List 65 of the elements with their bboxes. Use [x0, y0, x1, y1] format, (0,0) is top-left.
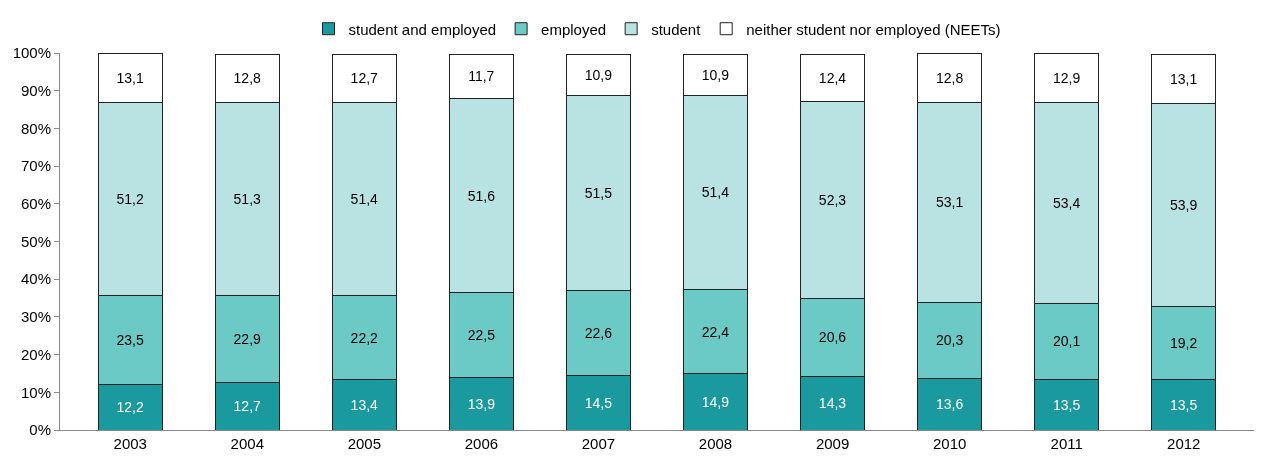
data-label: 22,5: [467, 327, 496, 344]
y-tick-label: 60%: [20, 195, 51, 213]
y-tick-label: 100%: [12, 44, 51, 62]
data-label: 22,6: [584, 324, 613, 341]
y-tick-label: 50%: [20, 232, 51, 250]
x-tick-label: 2003: [113, 435, 147, 452]
data-label: 13,1: [1170, 70, 1198, 87]
y-tick-label: 20%: [20, 345, 51, 363]
legend-label: student: [651, 20, 702, 38]
data-label: 12,4: [818, 69, 847, 86]
data-label: 11,7: [468, 68, 495, 85]
data-label: 51,2: [116, 190, 144, 207]
data-label: 51,3: [233, 191, 262, 208]
x-tick-label: 2007: [581, 435, 616, 452]
y-tick-label: 70%: [20, 157, 51, 175]
data-label: 12,2: [116, 399, 144, 416]
data-label: 51,5: [584, 185, 613, 202]
x-tick-label: 2011: [1050, 435, 1083, 452]
y-tick-label: 0%: [29, 421, 51, 439]
data-label: 51,4: [701, 184, 730, 201]
data-label: 14,5: [584, 394, 613, 411]
y-tick-label: 80%: [20, 119, 51, 137]
data-label: 13,4: [350, 396, 379, 413]
x-tick-label: 2004: [230, 435, 264, 452]
data-label: 12,7: [350, 70, 379, 87]
data-label: 23,5: [116, 331, 144, 348]
data-label: 51,6: [467, 187, 496, 204]
data-label: 22,2: [350, 329, 379, 346]
data-label: 13,6: [935, 396, 964, 413]
data-label: 14,3: [818, 395, 847, 412]
y-tick-label: 90%: [20, 81, 51, 99]
data-label: 12,8: [233, 70, 262, 87]
data-label: 12,9: [1052, 69, 1081, 86]
x-tick-label: 2010: [932, 435, 967, 452]
data-label: 53,9: [1170, 197, 1198, 214]
data-label: 10,9: [584, 67, 613, 84]
x-tick-label: 2009: [815, 435, 850, 452]
data-label: 20,1: [1052, 333, 1081, 350]
data-label: 19,2: [1170, 334, 1198, 351]
data-label: 52,3: [818, 191, 847, 208]
y-tick-label: 30%: [20, 308, 51, 326]
data-label: 20,6: [818, 329, 847, 346]
x-tick-label: 2012: [1167, 435, 1201, 452]
legend-label: employed: [541, 20, 607, 38]
y-tick-label: 10%: [20, 383, 51, 401]
y-tick-label: 40%: [20, 270, 51, 288]
data-label: 22,4: [701, 323, 730, 340]
data-label: 13,9: [467, 395, 496, 412]
legend-label: neither student nor employed (NEETs): [746, 20, 1001, 38]
legend-label: student and employed: [348, 20, 497, 38]
data-label: 53,4: [1052, 194, 1081, 211]
data-label: 22,9: [233, 330, 262, 347]
data-label: 12,7: [233, 398, 262, 415]
data-label: 20,3: [935, 332, 964, 349]
data-label: 53,1: [935, 194, 964, 211]
data-label: 51,4: [350, 190, 379, 207]
x-tick-label: 2006: [464, 435, 499, 452]
data-label: 13,5: [1052, 396, 1081, 413]
data-label: 13,5: [1170, 396, 1198, 413]
x-tick-label: 2005: [347, 435, 382, 452]
data-label: 10,9: [701, 67, 730, 84]
data-label: 14,9: [701, 393, 730, 410]
data-label: 13,1: [116, 69, 144, 86]
x-tick-label: 2008: [698, 435, 733, 452]
data-label: 12,8: [935, 69, 964, 86]
